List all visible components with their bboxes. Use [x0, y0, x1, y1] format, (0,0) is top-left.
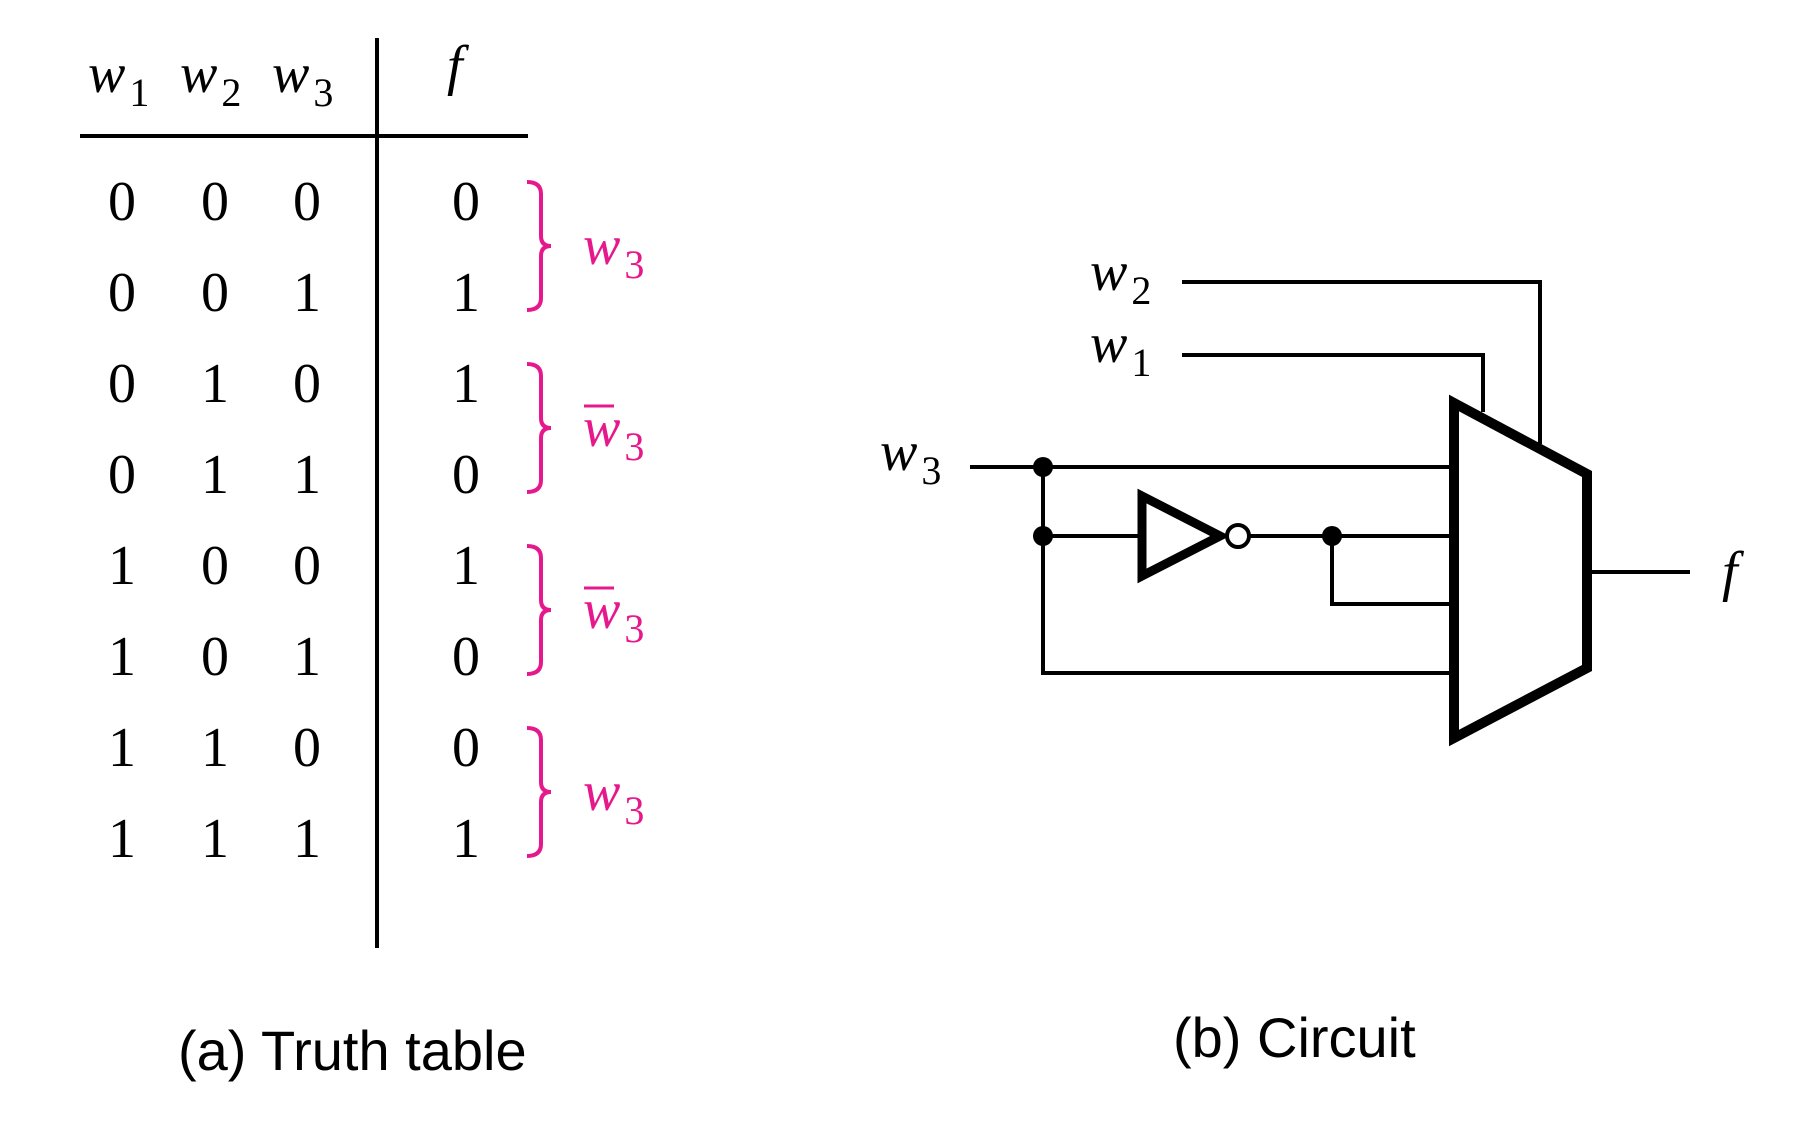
junction-dot: [1033, 457, 1053, 477]
curly-brace: [526, 180, 552, 312]
truth-table-cell: 0: [293, 717, 321, 779]
truth-table-cell: 0: [108, 171, 136, 233]
truth-table-cell: 0: [293, 171, 321, 233]
truth-table-cell: 0: [201, 535, 229, 597]
truth-table-cell: 1: [108, 808, 136, 870]
caption-b: (b) Circuit: [1173, 1006, 1416, 1069]
truth-table-output-cell: 1: [452, 353, 480, 415]
truth-table-cell: 1: [293, 444, 321, 506]
truth-table-cell: 0: [293, 353, 321, 415]
truth-table-cell: 0: [201, 626, 229, 688]
curly-brace: [526, 726, 552, 858]
truth-table-cell: 1: [293, 626, 321, 688]
truth-table-cell: 1: [201, 444, 229, 506]
wire-w1-select: [1182, 353, 1485, 412]
curly-brace: [526, 544, 552, 676]
truth-table-cell: 1: [201, 717, 229, 779]
truth-table-cell: 0: [108, 262, 136, 324]
truth-table-cell: 1: [108, 535, 136, 597]
inverter-bubble: [1225, 523, 1251, 549]
caption-a: (a) Truth table: [178, 1019, 527, 1082]
header-f: f: [447, 35, 470, 97]
truth-table-cell: 1: [201, 353, 229, 415]
truth-table-cell: 0: [108, 444, 136, 506]
truth-table-cell: 0: [293, 535, 321, 597]
truth-table-cell: 1: [293, 808, 321, 870]
inverter-gate: [1137, 488, 1230, 584]
label-f: f: [1722, 541, 1745, 603]
truth-table-annotations: w 3 w 3 w 3 w 3: [526, 180, 644, 858]
truth-table-rows: 0 0 0 0 0 0 1 1 0 1 0 1 0 1 1 0 1 0 0 1 1 0 1 0 1 1 0 0 1 1 1 1: [108, 171, 480, 870]
truth-table-output-cell: 0: [452, 717, 480, 779]
truth-table-cell: 1: [108, 626, 136, 688]
truth-table-cell: 0: [108, 353, 136, 415]
junction-dot: [1033, 526, 1053, 546]
truth-table-cell: 1: [108, 717, 136, 779]
multiplexer: [1449, 394, 1592, 747]
truth-table-output-cell: 0: [452, 171, 480, 233]
curly-brace: [526, 362, 552, 494]
truth-table-output-cell: 0: [452, 626, 480, 688]
truth-table-cell: 0: [201, 171, 229, 233]
truth-table-output-cell: 0: [452, 444, 480, 506]
junction-dot: [1322, 526, 1342, 546]
truth-table-output-cell: 1: [452, 535, 480, 597]
truth-table-cell: 1: [201, 808, 229, 870]
truth-table-output-cell: 1: [452, 808, 480, 870]
wire-w2-select: [1182, 280, 1542, 444]
truth-table-cell: 1: [293, 262, 321, 324]
truth-table-cell: 0: [201, 262, 229, 324]
truth-table-output-cell: 1: [452, 262, 480, 324]
wire-w3bar-branch: [1330, 536, 1454, 606]
wire-w3-bus: [1041, 467, 1454, 675]
